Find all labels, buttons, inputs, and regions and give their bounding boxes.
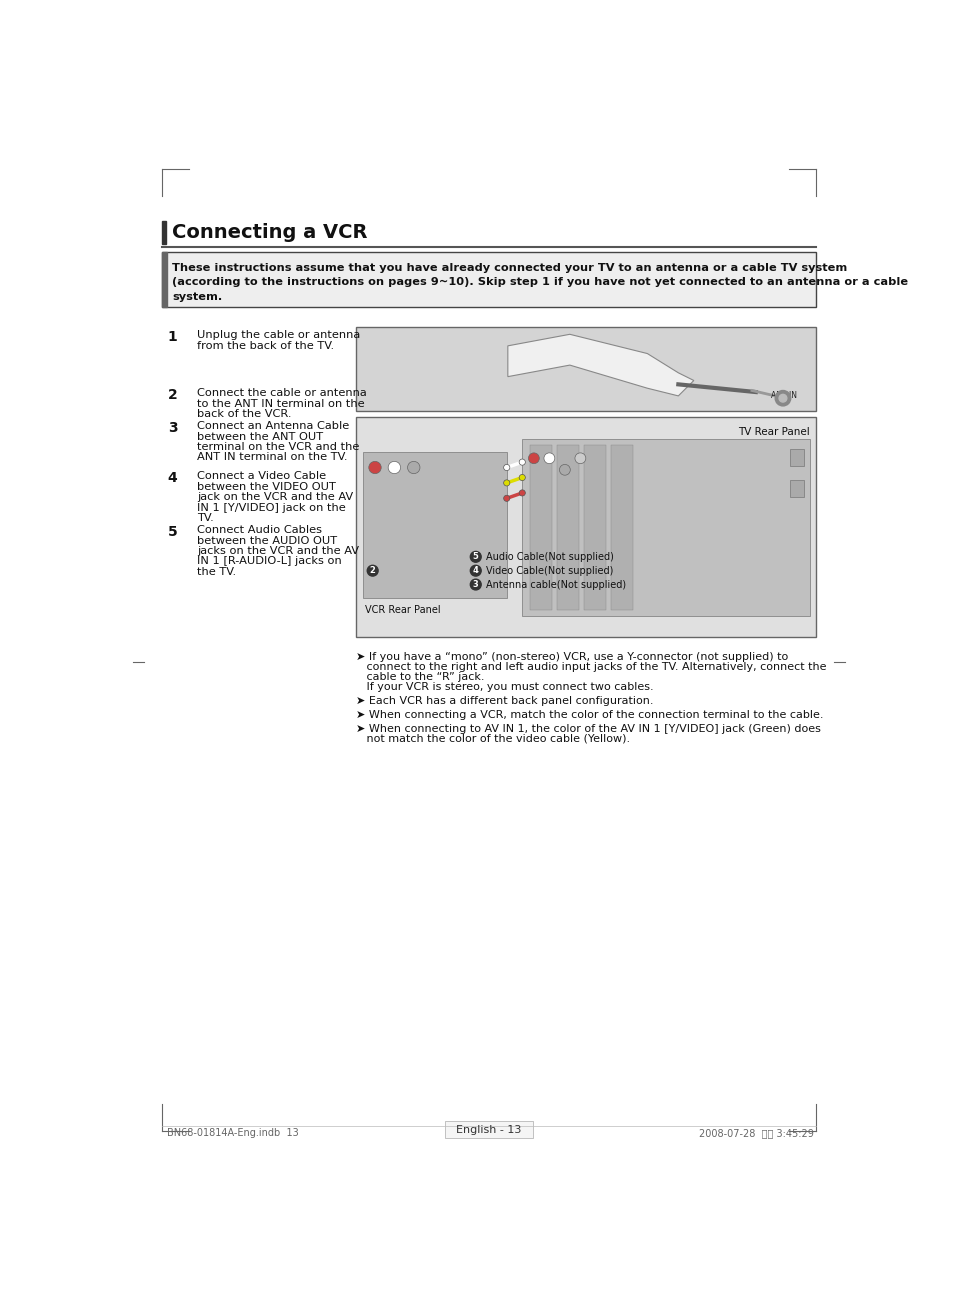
Text: ➤ When connecting to AV IN 1, the color of the AV IN 1 [Y/VIDEO] jack (Green) do: ➤ When connecting to AV IN 1, the color … — [355, 724, 820, 734]
Circle shape — [407, 461, 419, 474]
Text: If your VCR is stereo, you must connect two cables.: If your VCR is stereo, you must connect … — [355, 683, 653, 693]
Text: 2: 2 — [168, 388, 177, 402]
Text: between the AUDIO OUT: between the AUDIO OUT — [196, 536, 336, 546]
Text: These instructions assume that you have already connected your TV to an antenna : These instructions assume that you have … — [172, 263, 846, 272]
Circle shape — [543, 453, 555, 464]
Bar — [790, 479, 803, 496]
Text: ➤ Each VCR has a different back panel configuration.: ➤ Each VCR has a different back panel co… — [355, 696, 653, 706]
Circle shape — [470, 579, 480, 590]
Text: system.: system. — [172, 292, 222, 301]
Text: 2: 2 — [370, 566, 375, 575]
Circle shape — [775, 390, 790, 406]
Text: English - 13: English - 13 — [456, 1125, 521, 1134]
Text: Audio Cable(Not supplied): Audio Cable(Not supplied) — [485, 552, 613, 562]
Text: Connecting a VCR: Connecting a VCR — [172, 223, 367, 242]
Bar — [355, 326, 815, 411]
Circle shape — [388, 461, 400, 474]
Circle shape — [518, 474, 525, 481]
Circle shape — [369, 461, 381, 474]
Text: Connect an Antenna Cable: Connect an Antenna Cable — [196, 422, 349, 431]
Circle shape — [558, 465, 570, 476]
Circle shape — [528, 453, 538, 464]
Bar — [162, 252, 815, 308]
Text: 5: 5 — [168, 525, 177, 540]
Text: 5: 5 — [473, 553, 478, 561]
Text: 4: 4 — [168, 472, 177, 486]
Bar — [363, 452, 506, 599]
Text: cable to the “R” jack.: cable to the “R” jack. — [355, 672, 483, 683]
Text: 4: 4 — [473, 566, 478, 575]
Text: terminal on the VCR and the: terminal on the VCR and the — [196, 441, 358, 452]
Text: from the back of the TV.: from the back of the TV. — [196, 341, 334, 351]
Text: 3: 3 — [168, 422, 177, 435]
Text: ➤ If you have a “mono” (non-stereo) VCR, use a Y-connector (not supplied) to: ➤ If you have a “mono” (non-stereo) VCR,… — [355, 652, 787, 663]
Circle shape — [503, 465, 509, 470]
Circle shape — [367, 566, 377, 576]
Circle shape — [518, 458, 525, 465]
Text: IN 1 [Y/VIDEO] jack on the: IN 1 [Y/VIDEO] jack on the — [196, 503, 345, 512]
Text: ANT IN: ANT IN — [770, 390, 796, 400]
Bar — [530, 445, 551, 610]
Bar — [162, 221, 166, 244]
Bar — [611, 445, 633, 610]
Text: Video Cable(Not supplied): Video Cable(Not supplied) — [485, 566, 613, 575]
Circle shape — [575, 453, 585, 464]
Text: Antenna cable(Not supplied): Antenna cable(Not supplied) — [485, 579, 625, 590]
Text: Connect the cable or antenna: Connect the cable or antenna — [196, 388, 366, 398]
Text: 1: 1 — [168, 330, 177, 345]
Text: Connect a Video Cable: Connect a Video Cable — [196, 472, 326, 481]
Bar — [355, 418, 815, 637]
Text: ANT IN terminal on the TV.: ANT IN terminal on the TV. — [196, 452, 347, 462]
Text: (according to the instructions on pages 9~10). Skip step 1 if you have not yet c: (according to the instructions on pages … — [172, 278, 907, 287]
Text: 2008-07-28  오후 3:45:29: 2008-07-28 오후 3:45:29 — [698, 1128, 813, 1138]
Bar — [521, 439, 809, 616]
Polygon shape — [507, 334, 693, 396]
Circle shape — [470, 552, 480, 562]
Text: not match the color of the video cable (Yellow).: not match the color of the video cable (… — [355, 734, 629, 744]
Text: TV Rear Panel: TV Rear Panel — [738, 427, 809, 436]
Text: BN68-01814A-Eng.indb  13: BN68-01814A-Eng.indb 13 — [167, 1128, 298, 1138]
Text: VCR Rear Panel: VCR Rear Panel — [365, 605, 440, 614]
Text: IN 1 [R-AUDIO-L] jacks on: IN 1 [R-AUDIO-L] jacks on — [196, 557, 341, 566]
Text: between the VIDEO OUT: between the VIDEO OUT — [196, 482, 335, 491]
Text: to the ANT IN terminal on the: to the ANT IN terminal on the — [196, 398, 364, 409]
Circle shape — [518, 490, 525, 496]
Bar — [162, 252, 167, 308]
Text: jacks on the VCR and the AV: jacks on the VCR and the AV — [196, 546, 358, 555]
Circle shape — [503, 495, 509, 502]
Circle shape — [503, 479, 509, 486]
Bar — [444, 1121, 533, 1138]
Text: Connect Audio Cables: Connect Audio Cables — [196, 525, 321, 536]
Text: back of the VCR.: back of the VCR. — [196, 409, 291, 419]
Bar — [583, 445, 605, 610]
Text: Unplug the cable or antenna: Unplug the cable or antenna — [196, 330, 359, 341]
Text: TV.: TV. — [196, 514, 213, 523]
Circle shape — [779, 394, 786, 402]
Text: the TV.: the TV. — [196, 567, 235, 576]
Circle shape — [470, 566, 480, 576]
Bar — [790, 449, 803, 466]
Text: jack on the VCR and the AV: jack on the VCR and the AV — [196, 493, 353, 502]
Text: 3: 3 — [473, 580, 478, 590]
Text: connect to the right and left audio input jacks of the TV. Alternatively, connec: connect to the right and left audio inpu… — [355, 663, 825, 672]
Text: between the ANT OUT: between the ANT OUT — [196, 432, 322, 441]
Text: ➤ When connecting a VCR, match the color of the connection terminal to the cable: ➤ When connecting a VCR, match the color… — [355, 710, 822, 721]
Bar — [557, 445, 578, 610]
